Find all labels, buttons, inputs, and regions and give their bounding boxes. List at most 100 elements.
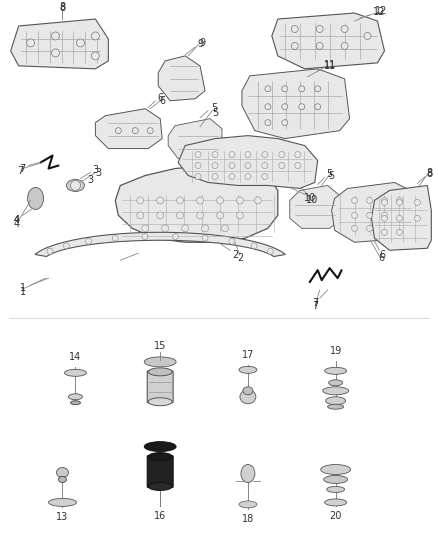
Circle shape: [237, 212, 244, 219]
Text: 13: 13: [57, 512, 69, 522]
Circle shape: [52, 32, 60, 40]
Text: 11: 11: [324, 60, 336, 70]
Text: 10: 10: [304, 193, 316, 204]
Circle shape: [396, 197, 403, 204]
Circle shape: [341, 43, 348, 50]
Circle shape: [251, 243, 257, 249]
Text: 2: 2: [237, 253, 243, 263]
Circle shape: [216, 212, 223, 219]
Ellipse shape: [59, 477, 67, 482]
Circle shape: [268, 248, 273, 254]
Ellipse shape: [68, 394, 82, 400]
Circle shape: [212, 163, 218, 168]
Text: 12: 12: [375, 6, 388, 16]
Circle shape: [381, 199, 388, 205]
Ellipse shape: [148, 453, 172, 461]
Polygon shape: [95, 109, 162, 149]
Text: 4: 4: [14, 215, 20, 225]
Polygon shape: [242, 69, 350, 139]
Circle shape: [396, 215, 403, 221]
Circle shape: [229, 174, 235, 180]
Circle shape: [282, 86, 288, 92]
Circle shape: [367, 197, 372, 204]
Text: 3: 3: [92, 165, 99, 174]
Circle shape: [92, 32, 99, 40]
Circle shape: [52, 49, 60, 57]
Circle shape: [341, 26, 348, 33]
Ellipse shape: [323, 387, 349, 395]
Polygon shape: [332, 182, 417, 243]
Ellipse shape: [28, 188, 43, 209]
Circle shape: [92, 52, 99, 60]
Text: 3: 3: [95, 167, 102, 177]
Circle shape: [229, 163, 235, 168]
Circle shape: [245, 151, 251, 158]
Text: 2: 2: [232, 250, 238, 260]
Circle shape: [291, 26, 298, 33]
Circle shape: [265, 86, 271, 92]
Text: 1: 1: [20, 287, 26, 297]
Text: 5: 5: [328, 172, 335, 182]
Ellipse shape: [240, 390, 256, 403]
Circle shape: [212, 174, 218, 180]
Ellipse shape: [241, 465, 255, 482]
Circle shape: [157, 197, 164, 204]
Circle shape: [367, 225, 372, 231]
Circle shape: [195, 174, 201, 180]
Text: 7: 7: [20, 164, 26, 174]
Circle shape: [197, 197, 204, 204]
Polygon shape: [178, 135, 318, 189]
Circle shape: [367, 212, 372, 219]
Polygon shape: [115, 166, 278, 243]
Polygon shape: [11, 19, 108, 69]
Circle shape: [314, 86, 321, 92]
Circle shape: [182, 225, 189, 232]
Circle shape: [352, 197, 357, 204]
Circle shape: [352, 212, 357, 219]
Circle shape: [396, 229, 403, 235]
Circle shape: [414, 215, 420, 221]
Circle shape: [229, 238, 235, 244]
Ellipse shape: [144, 442, 176, 451]
Text: 19: 19: [329, 346, 342, 356]
Ellipse shape: [64, 369, 86, 376]
Circle shape: [112, 235, 118, 241]
Circle shape: [316, 26, 323, 33]
Circle shape: [295, 163, 301, 168]
Circle shape: [381, 215, 388, 221]
Text: 8: 8: [60, 2, 66, 12]
Ellipse shape: [321, 465, 350, 474]
Circle shape: [265, 120, 271, 126]
Circle shape: [137, 212, 144, 219]
Ellipse shape: [148, 482, 172, 490]
Circle shape: [201, 225, 208, 232]
Text: 15: 15: [154, 341, 166, 351]
FancyBboxPatch shape: [147, 456, 173, 488]
Ellipse shape: [328, 404, 343, 409]
Text: 6: 6: [159, 96, 165, 106]
Circle shape: [177, 212, 184, 219]
Ellipse shape: [239, 366, 257, 373]
Ellipse shape: [148, 398, 172, 406]
Text: 7: 7: [313, 301, 319, 311]
Circle shape: [262, 151, 268, 158]
Circle shape: [381, 229, 388, 235]
Ellipse shape: [67, 180, 85, 191]
Circle shape: [212, 151, 218, 158]
Circle shape: [71, 181, 81, 190]
Text: 4: 4: [14, 220, 20, 229]
Polygon shape: [371, 185, 431, 251]
Text: 20: 20: [329, 511, 342, 521]
Circle shape: [299, 86, 305, 92]
Ellipse shape: [239, 501, 257, 508]
Circle shape: [245, 163, 251, 168]
Circle shape: [177, 197, 184, 204]
Text: 9: 9: [199, 38, 205, 48]
Circle shape: [396, 199, 403, 205]
Text: 14: 14: [69, 352, 81, 362]
Circle shape: [216, 197, 223, 204]
Text: 1: 1: [20, 283, 26, 293]
Circle shape: [237, 197, 244, 204]
Circle shape: [279, 151, 285, 158]
Circle shape: [85, 238, 92, 244]
